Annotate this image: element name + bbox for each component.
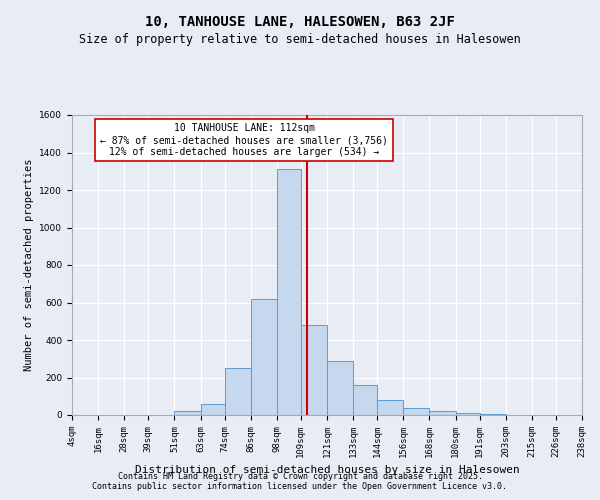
Bar: [175, 411, 200, 415]
Text: Contains public sector information licensed under the Open Government Licence v3: Contains public sector information licen…: [92, 482, 508, 491]
Bar: [277, 170, 301, 415]
X-axis label: Distribution of semi-detached houses by size in Halesowen: Distribution of semi-detached houses by …: [134, 466, 520, 475]
Bar: [403, 408, 430, 415]
Bar: [353, 385, 377, 415]
Text: 10 TANHOUSE LANE: 112sqm
← 87% of semi-detached houses are smaller (3,756)
12% o: 10 TANHOUSE LANE: 112sqm ← 87% of semi-d…: [100, 124, 388, 156]
Text: Contains HM Land Registry data © Crown copyright and database right 2025.: Contains HM Land Registry data © Crown c…: [118, 472, 482, 481]
Bar: [430, 411, 455, 415]
Bar: [251, 298, 277, 415]
Bar: [455, 413, 479, 415]
Bar: [301, 325, 327, 415]
Y-axis label: Number of semi-detached properties: Number of semi-detached properties: [24, 159, 34, 371]
Bar: [327, 360, 353, 415]
Text: 10, TANHOUSE LANE, HALESOWEN, B63 2JF: 10, TANHOUSE LANE, HALESOWEN, B63 2JF: [145, 15, 455, 29]
Bar: [200, 404, 224, 415]
Text: Size of property relative to semi-detached houses in Halesowen: Size of property relative to semi-detach…: [79, 32, 521, 46]
Bar: [224, 368, 251, 415]
Bar: [479, 414, 506, 415]
Bar: [377, 400, 403, 415]
